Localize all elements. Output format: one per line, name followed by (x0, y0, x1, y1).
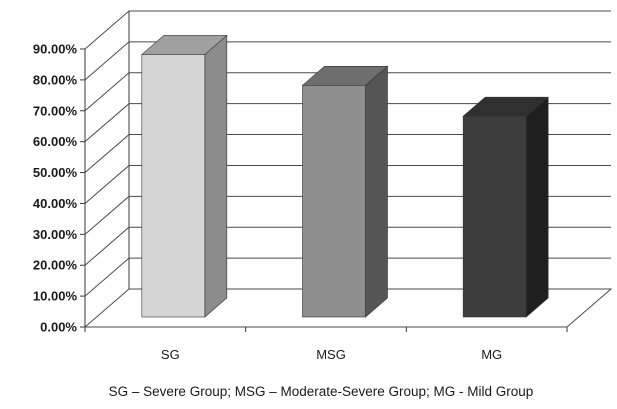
chart-caption: SG – Severe Group; MSG – Moderate-Severe… (109, 384, 534, 399)
bar-front-face (303, 85, 366, 317)
bar-mg (463, 97, 548, 317)
y-tick-label: 90.00% (33, 42, 78, 57)
y-tick-label: 70.00% (33, 103, 78, 118)
y-tick-label: 80.00% (33, 72, 78, 87)
bar-msg (303, 66, 388, 317)
y-tick-label: 60.00% (33, 134, 78, 149)
y-tick-label: 20.00% (33, 258, 78, 273)
bar-front-face (463, 116, 526, 317)
bar-front-face (142, 54, 205, 317)
x-category-label: SG (161, 347, 180, 362)
bar-side-face (205, 35, 227, 317)
y-tick-label: 50.00% (33, 165, 78, 180)
bar-side-face (526, 97, 548, 317)
bar-sg (142, 35, 227, 317)
bar-side-face (366, 66, 388, 317)
y-tick-label: 30.00% (33, 227, 78, 242)
bars-layer (142, 35, 548, 317)
x-category-label: MSG (316, 347, 346, 362)
y-tick-label: 10.00% (33, 289, 78, 304)
y-axis-tick-labels: 0.00% 10.00% 20.00% 30.00% 40.00% 50.00% 60.00… (33, 42, 78, 335)
y-tick-label: 0.00% (40, 320, 77, 335)
y-tick-label: 40.00% (33, 196, 78, 211)
x-category-label: MG (481, 347, 502, 362)
x-axis-category-labels: SG MSG MG (161, 347, 502, 362)
